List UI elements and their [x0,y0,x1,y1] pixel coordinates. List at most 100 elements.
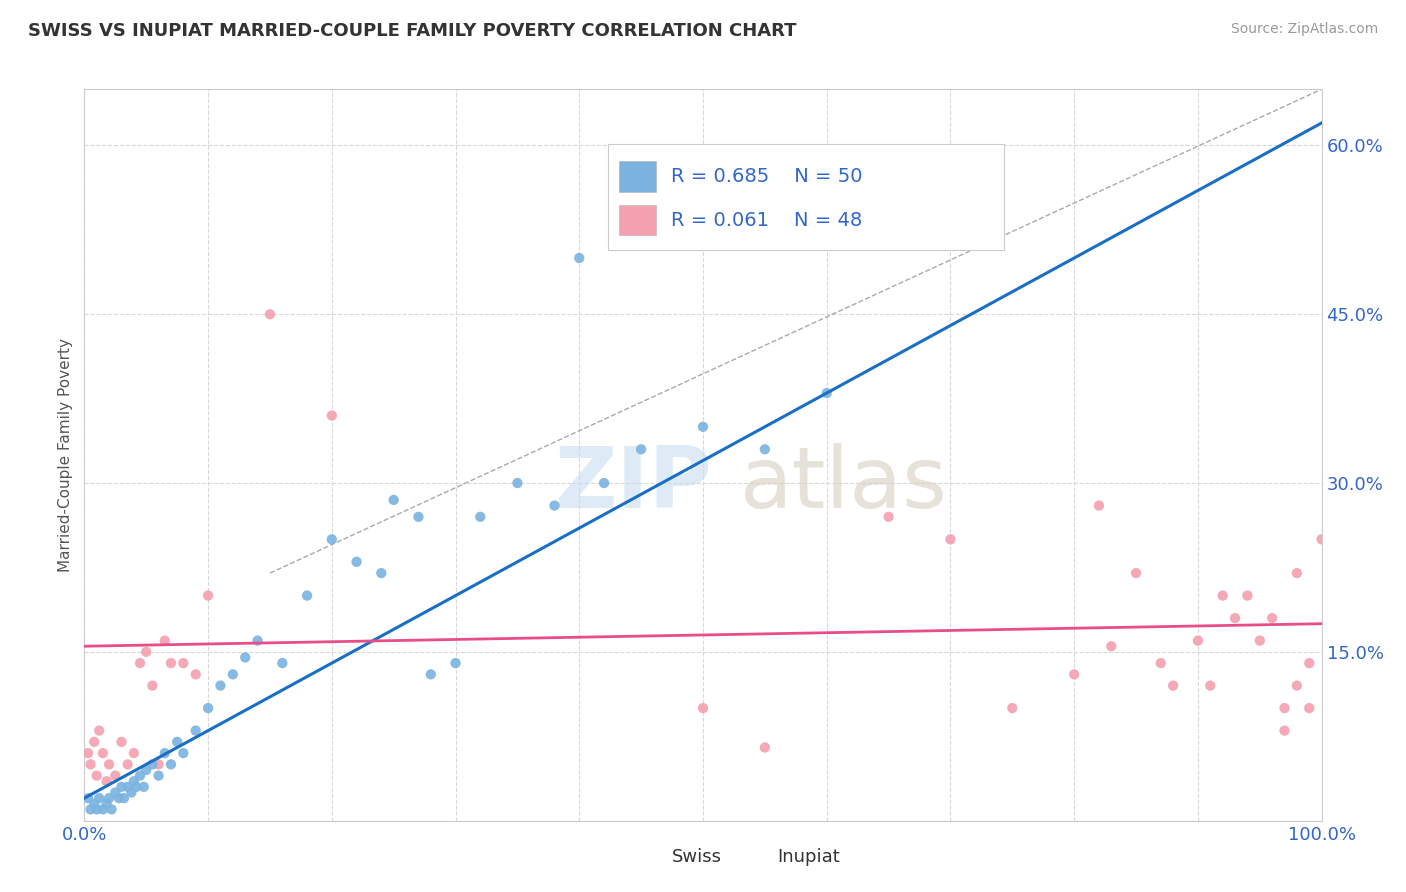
Point [197,701,219,715]
Point [184,667,207,681]
Point [1261,611,1284,625]
Point [1298,701,1320,715]
Point [98,791,121,805]
Point [89,791,111,805]
Point [1236,589,1258,603]
Point [1099,639,1122,653]
Point [271,656,294,670]
Point [1212,589,1234,603]
Point [117,780,139,794]
Point [444,656,467,670]
Point [692,419,714,434]
Point [91,802,114,816]
Point [100,802,122,816]
Point [630,442,652,457]
Point [129,656,152,670]
Point [153,746,176,760]
Point [160,757,183,772]
FancyBboxPatch shape [740,847,768,868]
FancyBboxPatch shape [619,205,657,235]
Point [83,797,105,811]
Y-axis label: Married-Couple Family Poverty: Married-Couple Family Poverty [58,338,73,572]
Point [86,769,108,783]
Point [692,701,714,715]
Point [1001,701,1024,715]
Point [141,757,163,772]
Point [91,746,114,760]
Point [77,791,100,805]
Point [233,650,256,665]
Point [754,442,776,457]
Point [120,785,142,799]
Text: atlas: atlas [740,442,948,525]
Point [77,746,100,760]
Point [89,723,111,738]
Point [129,769,152,783]
Point [259,307,281,321]
Point [1150,656,1173,670]
Point [568,251,591,265]
Point [370,566,392,580]
Point [408,509,430,524]
Point [321,409,343,423]
Point [135,763,157,777]
Point [506,476,529,491]
Point [295,589,318,603]
Point [166,735,188,749]
Point [153,633,176,648]
FancyBboxPatch shape [619,161,657,192]
Point [197,589,219,603]
Point [79,802,101,816]
Point [1199,679,1222,693]
Point [184,723,207,738]
Point [96,797,118,811]
Point [125,780,148,794]
Point [470,509,492,524]
Point [148,757,170,772]
Point [321,533,343,547]
Point [122,746,145,760]
Point [79,757,101,772]
Point [110,735,132,749]
Point [382,492,405,507]
Text: R = 0.685    N = 50: R = 0.685 N = 50 [671,167,862,186]
Text: SWISS VS INUPIAT MARRIED-COUPLE FAMILY POVERTY CORRELATION CHART: SWISS VS INUPIAT MARRIED-COUPLE FAMILY P… [28,22,797,40]
Point [148,769,170,783]
Point [1310,533,1333,547]
Point [110,780,132,794]
Point [1285,566,1308,580]
Point [83,735,105,749]
Point [1274,723,1296,738]
FancyBboxPatch shape [636,847,662,868]
Point [222,667,245,681]
Point [1187,633,1209,648]
Point [117,757,139,772]
Text: ZIP: ZIP [554,442,713,525]
Point [543,499,565,513]
Point [593,476,616,491]
Point [1063,667,1085,681]
Text: Inupiat: Inupiat [778,848,839,866]
Point [172,746,194,760]
Point [122,774,145,789]
Point [104,785,127,799]
Point [98,757,121,772]
Point [86,802,108,816]
Point [1125,566,1147,580]
Point [815,386,838,401]
Point [1088,499,1111,513]
Point [1298,656,1320,670]
Point [108,791,131,805]
Point [104,769,127,783]
Point [419,667,441,681]
Point [754,740,776,755]
Point [346,555,368,569]
Point [1161,679,1184,693]
Point [160,656,183,670]
Point [135,645,157,659]
Point [96,774,118,789]
Point [877,509,900,524]
Point [1274,701,1296,715]
Point [1223,611,1246,625]
Point [132,780,155,794]
